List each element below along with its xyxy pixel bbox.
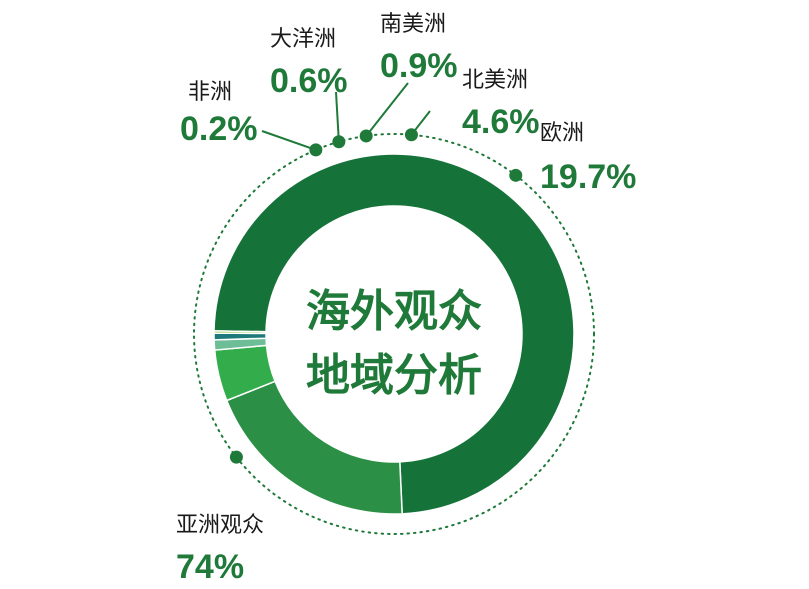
leader-line-4 bbox=[365, 82, 409, 137]
value-label-5: 0.6% bbox=[270, 62, 348, 100]
center-title-line-1: 海外观众 bbox=[306, 286, 482, 337]
category-label-2: 欧洲 bbox=[540, 121, 584, 146]
category-label-5: 大洋洲 bbox=[270, 27, 336, 52]
center-title-line-2: 地域分析 bbox=[306, 350, 482, 401]
slice-5 bbox=[213, 332, 267, 341]
value-label-4: 0.9% bbox=[380, 47, 458, 85]
marker-dot-1 bbox=[229, 450, 243, 464]
slice-6 bbox=[213, 330, 267, 335]
slice-labels: 亚洲观众 74% 欧洲 19.7% 北美洲 4.6% 南美洲 0.9% 大洋洲 0.6% 非洲 0.2… bbox=[176, 12, 636, 586]
leader-lines bbox=[229, 82, 523, 464]
dotted-outer-ring bbox=[193, 133, 595, 535]
leader-line-5 bbox=[335, 91, 340, 142]
category-label-1: 亚洲观众 bbox=[176, 513, 264, 538]
marker-dot-2 bbox=[509, 168, 523, 182]
value-label-6: 0.2% bbox=[180, 110, 258, 148]
leader-line-6 bbox=[261, 130, 317, 151]
value-label-2: 19.7% bbox=[540, 158, 636, 196]
category-label-4: 南美洲 bbox=[380, 12, 446, 37]
value-label-3: 4.6% bbox=[462, 103, 540, 141]
category-label-6: 非洲 bbox=[188, 80, 232, 105]
leader-line-3 bbox=[410, 110, 431, 136]
donut-hole bbox=[266, 206, 522, 462]
value-label-1: 74% bbox=[176, 548, 244, 586]
category-label-3: 北美洲 bbox=[462, 68, 528, 93]
